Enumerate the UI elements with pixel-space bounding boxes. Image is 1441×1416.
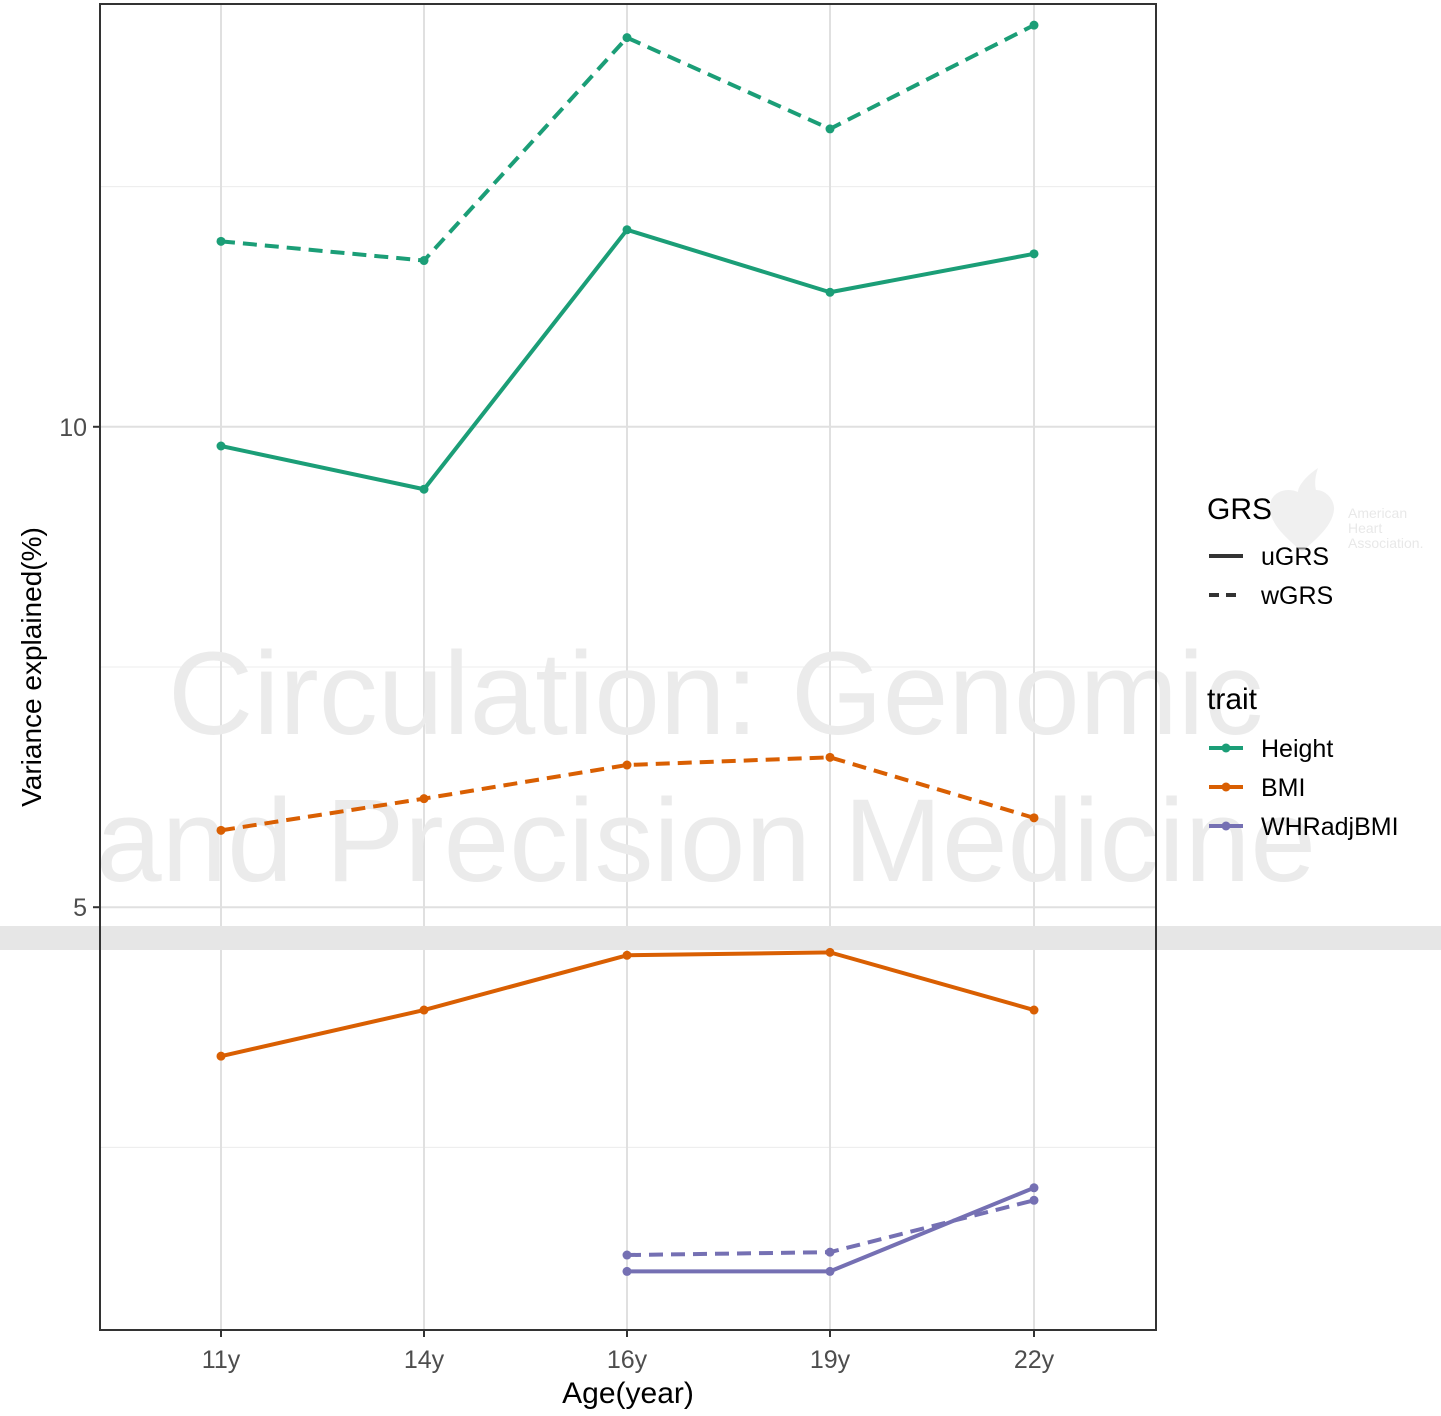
legend-key-point-whradjbmi (1221, 821, 1231, 831)
data-point-whradjbmi-wgrs (825, 1247, 835, 1257)
data-point-height-ugrs (1029, 249, 1039, 259)
x-axis: 11y 14y 16y 19y 22y (202, 1330, 1055, 1374)
data-point-whradjbmi-ugrs (1029, 1183, 1039, 1193)
x-tick-label: 11y (202, 1346, 241, 1374)
legend-label-wgrs: wGRS (1260, 582, 1333, 610)
watermark-line-1: Circulation: Genomic (168, 628, 1263, 760)
data-point-bmi-ugrs (622, 950, 632, 960)
aha-logo-text: Association. (1348, 535, 1423, 551)
data-point-bmi-wgrs (419, 794, 429, 804)
series-line-height-wgrs (220, 23, 1035, 263)
data-point-whradjbmi-ugrs (825, 1266, 835, 1276)
data-point-height-ugrs (825, 287, 835, 297)
aha-heart-icon (1269, 468, 1335, 552)
watermark-band (0, 926, 1441, 950)
x-tick-label: 19y (810, 1346, 851, 1374)
data-point-bmi-wgrs (216, 825, 226, 835)
y-tick-label: 5 (73, 894, 87, 922)
aha-logo-text: American (1348, 505, 1407, 521)
data-point-height-wgrs (825, 124, 835, 134)
series-line-bmi-wgrs (220, 755, 1035, 833)
legend-key-point-bmi (1221, 782, 1231, 792)
y-axis: 5 10 (59, 414, 100, 922)
data-point-bmi-ugrs (419, 1005, 429, 1015)
x-axis-title: Age(year) (562, 1377, 694, 1410)
x-tick-label: 22y (1014, 1346, 1055, 1374)
data-point-height-wgrs (216, 236, 226, 246)
gridlines (100, 4, 1156, 1330)
x-tick-label: 16y (607, 1346, 648, 1374)
data-point-whradjbmi-wgrs (622, 1250, 632, 1260)
legend-label-height: Height (1261, 735, 1333, 763)
legend-title-trait: trait (1207, 683, 1258, 716)
watermark-line-2: and Precision Medicine (96, 775, 1316, 907)
data-point-height-ugrs (419, 484, 429, 494)
data-point-height-wgrs (622, 33, 632, 43)
data-point-height-ugrs (622, 225, 632, 235)
legend-key-point-height (1221, 743, 1231, 753)
legend-label-whradjbmi: WHRadjBMI (1261, 813, 1399, 841)
data-point-bmi-ugrs (1029, 1005, 1039, 1015)
legend-label-ugrs: uGRS (1261, 543, 1329, 571)
data-point-bmi-wgrs (1029, 813, 1039, 823)
data-point-bmi-wgrs (825, 752, 835, 762)
data-point-height-ugrs (216, 441, 226, 451)
data-point-bmi-wgrs (622, 760, 632, 770)
y-tick-label: 10 (59, 414, 87, 442)
aha-logo-text: Heart (1348, 520, 1382, 536)
data-point-bmi-ugrs (825, 947, 835, 957)
y-axis-title: Variance explained(%) (16, 527, 47, 807)
x-tick-label: 14y (404, 1346, 445, 1374)
data-point-height-wgrs (1029, 20, 1039, 30)
legend-label-bmi: BMI (1261, 774, 1305, 802)
journal-watermark: Circulation: Genomic and Precision Medici… (0, 628, 1441, 950)
data-point-whradjbmi-wgrs (1029, 1195, 1039, 1205)
data-point-whradjbmi-ugrs (622, 1266, 632, 1276)
data-point-height-wgrs (419, 256, 429, 266)
data-point-bmi-ugrs (216, 1051, 226, 1061)
legend-title-grs: GRS (1207, 493, 1272, 526)
series-group (216, 20, 1039, 1276)
